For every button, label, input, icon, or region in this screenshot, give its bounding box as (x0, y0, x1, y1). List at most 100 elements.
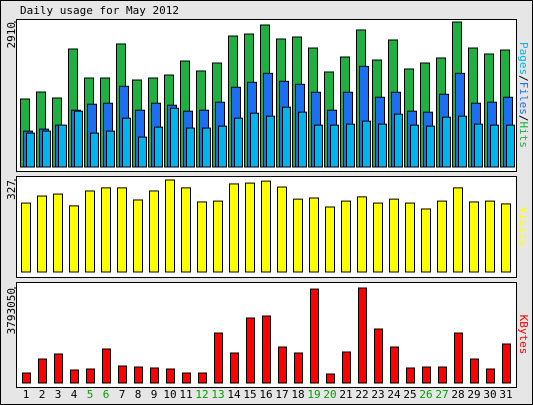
chart-title: Daily usage for May 2012 (20, 4, 179, 17)
bar (181, 187, 191, 273)
bar (490, 124, 499, 168)
bar (357, 196, 367, 273)
bar (426, 125, 435, 168)
x-tick-label: 29 (467, 388, 480, 401)
bar (326, 373, 335, 384)
bar (278, 346, 287, 384)
bar (85, 190, 95, 273)
bar (266, 115, 275, 168)
bar (277, 186, 287, 273)
bar (405, 202, 415, 273)
legend-separator: / (517, 75, 530, 82)
bar (106, 130, 115, 168)
bar (469, 201, 479, 273)
x-tick-label: 13 (211, 388, 224, 401)
bar (70, 369, 79, 384)
bar (245, 182, 255, 273)
bar (282, 106, 291, 168)
x-tick-label: 2 (39, 388, 46, 401)
x-tick-label: 23 (371, 388, 384, 401)
bar (470, 358, 479, 384)
bar (122, 117, 131, 168)
bar (438, 366, 447, 384)
bar (117, 187, 127, 273)
bar (442, 116, 451, 168)
y-tick-label: 2910 (5, 22, 18, 49)
x-tick-label: 18 (291, 388, 304, 401)
bar (90, 132, 99, 168)
bar (250, 112, 259, 168)
bar (229, 183, 239, 273)
legend: Pages/Files/Hits (517, 42, 530, 148)
bar (454, 332, 463, 384)
bar (69, 205, 79, 273)
bar (198, 372, 207, 384)
x-tick-label: 24 (387, 388, 401, 401)
x-tick-label: 28 (451, 388, 464, 401)
y-tick-label: 327 (5, 180, 18, 200)
x-tick-label: 27 (435, 388, 448, 401)
bar (406, 367, 415, 384)
bar (346, 123, 355, 168)
x-tick-label: 21 (339, 388, 352, 401)
x-tick-label: 4 (71, 388, 78, 401)
bar (298, 111, 307, 168)
bar (314, 124, 323, 168)
bar (390, 346, 399, 384)
bar (134, 366, 143, 384)
x-tick-label: 9 (151, 388, 158, 401)
x-tick-label: 1 (23, 388, 30, 401)
bar (138, 136, 147, 168)
bar (37, 195, 47, 273)
legend: Visits (517, 207, 530, 247)
legend-entry: KBytes (517, 315, 530, 355)
bar (42, 130, 51, 168)
bar (374, 328, 383, 384)
x-tick-label: 15 (243, 388, 256, 401)
bar (389, 198, 399, 273)
bar (53, 193, 63, 273)
bar (358, 287, 367, 384)
bar (186, 127, 195, 168)
x-tick-label: 6 (103, 388, 110, 401)
bar (26, 132, 35, 168)
x-tick-label: 8 (135, 388, 142, 401)
bar (246, 317, 255, 384)
bar (458, 115, 467, 168)
bar (485, 200, 495, 273)
bar (453, 187, 463, 273)
bar (22, 372, 31, 384)
bar (325, 206, 335, 273)
bar (294, 352, 303, 384)
bar (54, 353, 63, 384)
legend-entry: Pages (517, 42, 530, 75)
legend-separator: / (517, 115, 530, 122)
bar (154, 126, 163, 168)
bar (373, 202, 383, 273)
bar (234, 117, 243, 168)
bar (293, 198, 303, 273)
bar (506, 124, 515, 168)
legend-entry: Visits (517, 207, 530, 247)
bar (262, 315, 271, 384)
bar (218, 125, 227, 168)
x-tick-label: 17 (275, 388, 288, 401)
bar (214, 332, 223, 384)
bar (86, 368, 95, 384)
bar (170, 107, 179, 168)
x-tick-label: 3 (55, 388, 62, 401)
bar (310, 288, 319, 384)
bar (165, 179, 175, 273)
x-tick-label: 5 (87, 388, 94, 401)
bar (101, 187, 111, 273)
bar (309, 197, 319, 273)
bar (422, 366, 431, 384)
x-tick-label: 12 (195, 388, 208, 401)
bar (202, 127, 211, 168)
legend-entry: Hits (517, 122, 530, 149)
x-tick-label: 10 (163, 388, 176, 401)
bar (213, 200, 223, 273)
x-tick-label: 26 (419, 388, 432, 401)
